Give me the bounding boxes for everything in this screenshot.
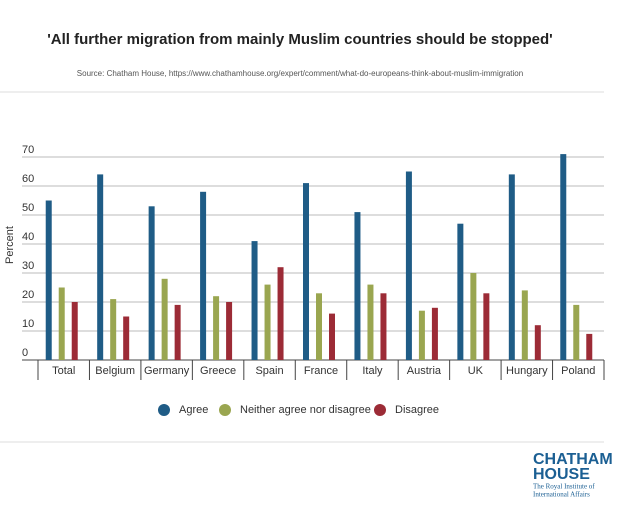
bar: [405, 171, 412, 360]
y-tick-label: 40: [22, 231, 34, 243]
x-tick-label: Belgium: [95, 365, 135, 377]
legend-label: Agree: [179, 404, 208, 416]
legend-swatch: [219, 404, 231, 416]
logo-text: International Affairs: [533, 491, 590, 499]
logo-text: HOUSE: [533, 466, 590, 483]
bar: [586, 333, 593, 360]
bar: [200, 191, 207, 360]
bar: [71, 302, 78, 360]
bar: [483, 293, 490, 360]
x-tick-label: Total: [52, 365, 75, 377]
x-tick-label: Italy: [362, 365, 383, 377]
bar: [277, 267, 284, 360]
chart-title: 'All further migration from mainly Musli…: [47, 31, 553, 48]
bar: [380, 293, 387, 360]
chart-subtitle: Source: Chatham House, https://www.chath…: [77, 69, 523, 78]
bar: [521, 290, 528, 360]
bar: [534, 325, 541, 360]
x-tick-label: France: [304, 365, 338, 377]
bar: [45, 200, 52, 360]
y-tick-label: 50: [22, 202, 34, 214]
y-tick-label: 0: [22, 347, 28, 359]
y-tick-label: 30: [22, 260, 34, 272]
bar: [431, 307, 438, 360]
y-tick-label: 60: [22, 173, 34, 185]
bar: [110, 299, 117, 360]
bar: [303, 183, 309, 360]
bar: [161, 278, 168, 360]
bar: [560, 154, 567, 360]
bar: [470, 273, 477, 360]
logo-text: The Royal Institute of: [533, 483, 595, 491]
y-tick-label: 10: [22, 318, 34, 330]
legend-swatch: [374, 404, 386, 416]
bar: [97, 174, 104, 360]
x-tick-label: Austria: [407, 365, 442, 377]
legend-swatch: [158, 404, 170, 416]
bar: [226, 302, 233, 360]
x-tick-label: Greece: [200, 365, 236, 377]
x-tick-label: UK: [468, 365, 484, 377]
bar: [457, 223, 464, 360]
bar: [329, 313, 335, 360]
x-tick-label: Poland: [561, 365, 595, 377]
bar: [573, 304, 580, 360]
bar: [58, 287, 65, 360]
bar: [367, 284, 374, 360]
bar: [123, 316, 130, 360]
legend-label: Disagree: [395, 404, 439, 416]
legend-label: Neither agree nor disagree: [240, 404, 371, 416]
bar: [213, 296, 220, 360]
y-tick-label: 70: [22, 144, 34, 156]
bar: [354, 212, 361, 360]
bar: [264, 284, 271, 360]
bar: [148, 206, 155, 360]
y-tick-label: 20: [22, 289, 34, 301]
y-axis-label: Percent: [4, 226, 16, 264]
bar: [251, 241, 258, 360]
bar: [174, 304, 181, 360]
logo-text: CHATHAM: [533, 451, 613, 468]
x-tick-label: Spain: [255, 365, 283, 377]
bar: [316, 293, 322, 360]
x-tick-label: Germany: [144, 365, 190, 377]
bar: [508, 174, 515, 360]
x-tick-label: Hungary: [506, 365, 548, 377]
bar: [418, 310, 425, 360]
